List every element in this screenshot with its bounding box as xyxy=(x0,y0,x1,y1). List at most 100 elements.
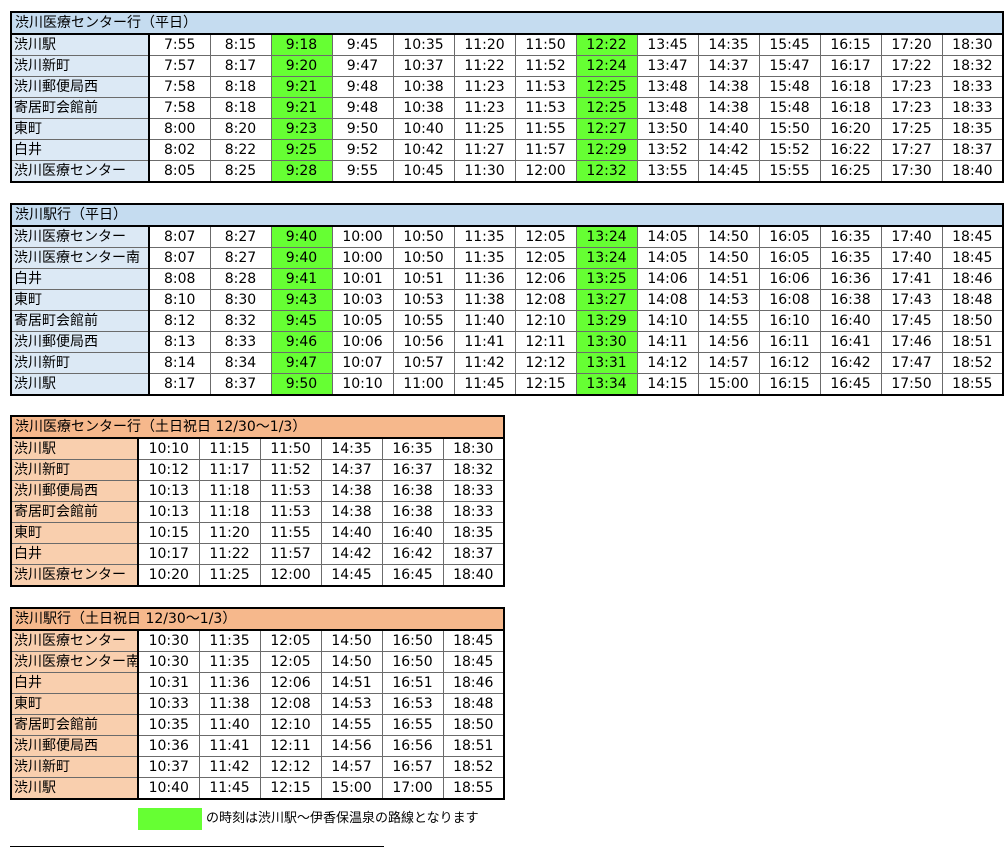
departure-time: 12:05 xyxy=(514,247,577,269)
legend-note: の時刻は渋川駅～伊香保温泉の路線となります xyxy=(206,811,479,826)
departure-time: 11:36 xyxy=(198,672,261,694)
departure-time: 12:25 xyxy=(575,97,638,119)
departure-time: 17:46 xyxy=(880,331,943,353)
stop-name: 渋川郵便局西 xyxy=(10,76,150,98)
departure-time: 16:37 xyxy=(381,459,444,481)
departure-time: 14:10 xyxy=(636,310,699,332)
departure-time: 12:15 xyxy=(259,777,322,800)
departure-time: 10:51 xyxy=(392,268,455,290)
departure-time: 16:22 xyxy=(819,139,882,161)
departure-time: 13:25 xyxy=(575,268,638,290)
departure-time: 14:37 xyxy=(320,459,383,481)
departure-time: 9:23 xyxy=(270,118,333,140)
departure-time: 16:50 xyxy=(381,651,444,673)
departure-time: 16:35 xyxy=(381,437,444,460)
departure-time: 8:00 xyxy=(148,118,211,140)
stop-name: 渋川医療センター xyxy=(10,160,150,183)
departure-time: 11:40 xyxy=(198,714,261,736)
departure-time: 11:52 xyxy=(259,459,322,481)
stop-name: 寄居町会館前 xyxy=(10,714,139,736)
departure-time: 16:15 xyxy=(819,33,882,56)
departure-time: 14:56 xyxy=(697,331,760,353)
table-row: 渋川郵便局西 7:58 8:18 9:21 9:48 10:38 11:23 11:53 12:… xyxy=(10,76,1004,98)
departure-time: 16:20 xyxy=(819,118,882,140)
departure-time: 18:45 xyxy=(941,225,1004,248)
departure-time: 8:05 xyxy=(148,160,211,183)
departure-time: 11:38 xyxy=(453,289,516,311)
departure-time: 10:50 xyxy=(392,225,455,248)
departure-time: 16:17 xyxy=(819,55,882,77)
stop-name: 寄居町会館前 xyxy=(10,501,139,523)
departure-time: 12:05 xyxy=(259,651,322,673)
departure-time: 11:18 xyxy=(198,480,261,502)
departure-time: 10:45 xyxy=(392,160,455,183)
departure-time: 8:32 xyxy=(209,310,272,332)
stop-name: 渋川医療センター xyxy=(10,564,139,587)
departure-time: 7:58 xyxy=(148,76,211,98)
departure-time: 10:00 xyxy=(331,225,394,248)
table-row: 渋川駅 10:40 11:45 12:15 15:00 17:00 18:55 xyxy=(10,777,505,800)
departure-time: 14:50 xyxy=(697,247,760,269)
departure-time: 14:45 xyxy=(697,160,760,183)
departure-time: 10:30 xyxy=(137,629,200,652)
departure-time: 10:50 xyxy=(392,247,455,269)
departure-time: 15:48 xyxy=(758,76,821,98)
departure-time: 15:47 xyxy=(758,55,821,77)
table-row: 渋川医療センター 8:07 8:27 9:40 10:00 10:50 11:35 12:05… xyxy=(10,225,1004,248)
departure-time: 16:38 xyxy=(819,289,882,311)
departure-time: 16:57 xyxy=(381,756,444,778)
table-row: 渋川郵便局西 10:13 11:18 11:53 14:38 16:38 18:33 xyxy=(10,480,505,502)
table-title-row: 渋川医療センター行（平日） xyxy=(10,11,1004,35)
departure-time: 11:22 xyxy=(453,55,516,77)
table-row: 渋川新町 8:14 8:34 9:47 10:07 10:57 11:42 12:12 13:3… xyxy=(10,352,1004,374)
departure-time: 12:10 xyxy=(259,714,322,736)
departure-time: 11:15 xyxy=(198,437,261,460)
departure-time: 12:27 xyxy=(575,118,638,140)
table-row: 渋川郵便局西 10:36 11:41 12:11 14:56 16:56 18:51 xyxy=(10,735,505,757)
departure-time: 7:57 xyxy=(148,55,211,77)
departure-time: 17:43 xyxy=(880,289,943,311)
table-row: 渋川医療センター 8:05 8:25 9:28 9:55 10:45 11:30 12:00 1… xyxy=(10,160,1004,183)
stop-name: 白井 xyxy=(10,139,150,161)
departure-time: 11:53 xyxy=(259,501,322,523)
departure-time: 10:42 xyxy=(392,139,455,161)
stop-name: 東町 xyxy=(10,693,139,715)
departure-time: 14:38 xyxy=(320,480,383,502)
departure-time: 18:52 xyxy=(442,756,505,778)
table-row: 白井 10:31 11:36 12:06 14:51 16:51 18:46 xyxy=(10,672,505,694)
table-title-row: 渋川駅行（平日） xyxy=(10,203,1004,227)
departure-time: 8:17 xyxy=(209,55,272,77)
departure-time: 11:17 xyxy=(198,459,261,481)
departure-time: 17:50 xyxy=(880,373,943,396)
departure-time: 12:06 xyxy=(259,672,322,694)
departure-time: 9:48 xyxy=(331,97,394,119)
departure-time: 14:51 xyxy=(320,672,383,694)
departure-time: 16:08 xyxy=(758,289,821,311)
table-row: 東町 8:10 8:30 9:43 10:03 10:53 11:38 12:08 13:27 1… xyxy=(10,289,1004,311)
departure-time: 8:22 xyxy=(209,139,272,161)
table-row: 渋川医療センター 10:20 11:25 12:00 14:45 16:45 18:40 xyxy=(10,564,505,587)
departure-time: 10:56 xyxy=(392,331,455,353)
departure-time: 11:41 xyxy=(453,331,516,353)
departure-time: 14:50 xyxy=(320,629,383,652)
departure-time: 16:38 xyxy=(381,501,444,523)
departure-time: 8:13 xyxy=(148,331,211,353)
departure-time: 13:47 xyxy=(636,55,699,77)
departure-time: 11:23 xyxy=(453,97,516,119)
departure-time: 18:40 xyxy=(941,160,1004,183)
departure-time: 9:47 xyxy=(331,55,394,77)
departure-time: 13:48 xyxy=(636,76,699,98)
table-row: 渋川医療センター 10:30 11:35 12:05 14:50 16:50 18:45 xyxy=(10,629,505,652)
bottom-divider xyxy=(10,846,384,847)
departure-time: 11:52 xyxy=(514,55,577,77)
departure-time: 10:06 xyxy=(331,331,394,353)
departure-time: 12:12 xyxy=(514,352,577,374)
departure-time: 11:40 xyxy=(453,310,516,332)
departure-time: 10:35 xyxy=(137,714,200,736)
departure-time: 13:48 xyxy=(636,97,699,119)
departure-time: 11:22 xyxy=(198,543,261,565)
departure-time: 18:50 xyxy=(941,310,1004,332)
table-row: 寄居町会館前 10:13 11:18 11:53 14:38 16:38 18:33 xyxy=(10,501,505,523)
departure-time: 13:45 xyxy=(636,33,699,56)
departure-time: 12:11 xyxy=(259,735,322,757)
